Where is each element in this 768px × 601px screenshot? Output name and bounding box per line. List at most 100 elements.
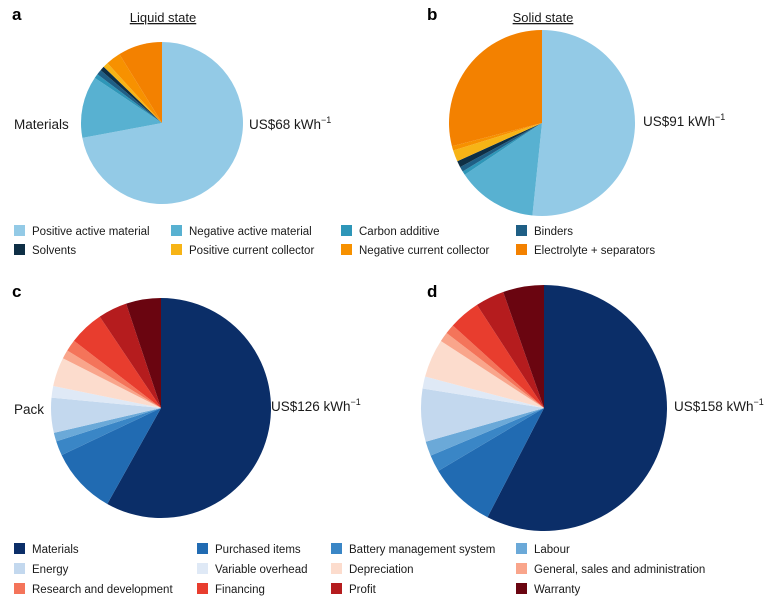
pie-slice-d-purchased-items [438,408,544,518]
pack-legend-label-variable-overhead: Variable overhead [215,564,308,576]
pie-slice-b-positive-current-collector [453,123,542,162]
pie-slice-d-financing [452,304,544,408]
panel-b-total-unit-sup: −1 [715,112,725,122]
pie-slice-a-negative-current-collector [107,54,162,123]
pack-legend-label-energy: Energy [32,564,69,576]
materials-legend-label-solvents: Solvents [32,245,76,257]
pie-slice-b-positive-active-material [532,29,636,216]
materials-legend-swatch-positive-current-collector [171,244,182,255]
pie-slice-c-energy [51,397,161,433]
pie-slice-a-positive-active-material [82,42,244,204]
pack-legend-swatch-profit [331,583,342,594]
panel-c-side-label: Pack [14,402,44,417]
panel-letter-c: c [12,282,21,301]
pack-legend-label-labour: Labour [534,544,570,556]
pie-slice-c-purchased-items [61,408,162,504]
pie-slice-c-research-and-development [67,340,161,408]
pie-slice-b-carbon-additive [462,123,542,175]
pie-slice-a-carbon-additive [94,74,162,123]
pie-slice-d-energy [420,388,544,442]
pie-slice-b-electrolyte-separators [449,30,542,147]
pack-legend-swatch-depreciation [331,563,342,574]
pie-slice-a-positive-current-collector [103,63,162,123]
pie-slice-a-negative-active-material [81,77,162,138]
pie-slice-c-financing [73,316,161,408]
panel-a-side-label: Materials [14,117,69,132]
panel-a-total-label: US$68 kWh−1 [249,115,331,132]
pack-legend-swatch-energy [14,563,25,574]
materials-legend-swatch-electrolyte-separators [516,244,527,255]
pie-slice-c-materials [107,298,272,518]
materials-legend-swatch-negative-current-collector [341,244,352,255]
pie-slice-d-variable-overhead [422,376,544,408]
pack-legend-label-profit: Profit [349,584,377,596]
pack-legend-label-financing: Financing [215,584,265,596]
materials-legend-label-negative-active-material: Negative active material [189,226,312,238]
panel-letter-a: a [12,5,22,24]
panel-b-total-value: US$91 kWh [643,114,715,129]
pack-legend-swatch-general-sales-and-administration [516,563,527,574]
pack-legend-swatch-battery-management-system [331,543,342,554]
panel-c-total-unit-sup: −1 [351,397,361,407]
pie-slice-a-solvents [100,66,162,123]
pack-legend-swatch-variable-overhead [197,563,208,574]
materials-legend-swatch-solvents [14,244,25,255]
pie-slice-c-variable-overhead [51,386,161,408]
pie-slice-d-general-sales-and-administration [440,332,544,408]
materials-legend-swatch-positive-active-material [14,225,25,236]
pie-slice-d-warranty [503,285,544,408]
pie-slice-a-binders [97,70,162,123]
pie-slice-c-labour [53,408,161,442]
panel-b-title: Solid state [513,10,574,25]
panel-d-total-value: US$158 kWh [674,399,754,414]
panel-d-total-label: US$158 kWh−1 [674,397,764,414]
pie-slice-c-general-sales-and-administration [62,350,161,408]
pack-legend-swatch-warranty [516,583,527,594]
pie-slice-b-negative-current-collector [451,123,542,151]
pack-legend-label-depreciation: Depreciation [349,564,414,576]
pie-slice-d-battery-management-system [430,408,544,471]
pie-slice-d-research-and-development [446,325,544,408]
materials-legend-label-carbon-additive: Carbon additive [359,226,440,238]
materials-legend-label-positive-current-collector: Positive current collector [189,245,314,257]
pie-slice-c-warranty [126,298,161,408]
pack-legend-label-warranty: Warranty [534,584,580,596]
materials-legend-label-negative-current-collector: Negative current collector [359,245,490,257]
pie-slice-d-depreciation [425,340,544,408]
materials-legend-label-positive-active-material: Positive active material [32,226,150,238]
pack-legend-label-purchased-items: Purchased items [215,544,301,556]
pie-chart-solid-state [449,29,636,216]
materials-legend-swatch-binders [516,225,527,236]
pack-legend-label-research-and-development: Research and development [32,584,173,596]
panel-letter-b: b [427,5,437,24]
panel-a-total-unit-sup: −1 [321,115,331,125]
pack-legend-swatch-materials [14,543,25,554]
pie-slice-c-depreciation [53,358,161,408]
pack-legend-swatch-financing [197,583,208,594]
pie-chart-pack-solid [420,285,668,531]
pack-legend-label-general-sales-and-administration: General, sales and administration [534,564,705,576]
materials-legend-swatch-negative-active-material [171,225,182,236]
pie-slice-b-solvents [457,123,542,168]
pack-legend-swatch-purchased-items [197,543,208,554]
panel-c-total-value: US$126 kWh [271,399,351,414]
materials-legend-label-electrolyte-separators: Electrolyte + separators [534,245,655,257]
pack-legend-label-battery-management-system: Battery management system [349,544,495,556]
pie-chart-pack-liquid [51,298,272,518]
materials-legend: Positive active material Negative active … [14,225,655,257]
pie-slice-c-battery-management-system [56,408,162,456]
pie-slice-b-negative-active-material [464,123,542,216]
pie-slice-d-labour [425,408,544,456]
materials-legend-label-binders: Binders [534,226,573,238]
pie-slice-a-electrolyte-separators [119,42,162,123]
panel-a-total-value: US$68 kWh [249,117,321,132]
panel-b-total-label: US$91 kWh−1 [643,112,725,129]
pack-legend-swatch-research-and-development [14,583,25,594]
pack-legend-label-materials: Materials [32,544,79,556]
panel-letter-d: d [427,282,437,301]
pie-slice-d-materials [487,285,668,531]
pie-slice-b-binders [460,123,542,172]
panel-d-total-unit-sup: −1 [754,397,764,407]
pack-legend: Materials Purchased items Battery manageme… [14,543,705,596]
